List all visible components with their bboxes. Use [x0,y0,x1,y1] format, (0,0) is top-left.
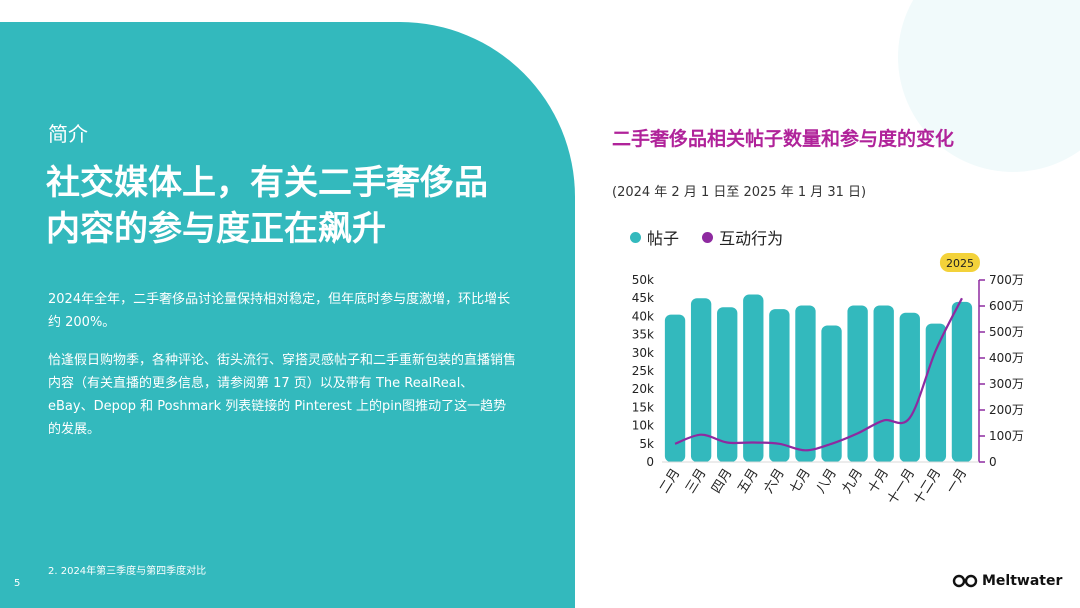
y-right-tick-label: 700万 [989,273,1024,287]
bar [899,312,920,462]
y-left-tick-label: 0 [646,455,654,469]
y-left-tick-label: 15k [632,400,654,414]
legend-label-engagement: 互动行为 [719,229,784,248]
logo-text: Meltwater [982,573,1063,589]
headline: 社交媒体上，有关二手奢侈品 内容的参与度正在飙升 [46,160,488,252]
y-right-tick-label: 600万 [989,299,1024,313]
chart-subtitle: (2024 年 2 月 1 日至 2025 年 1 月 31 日) [612,185,867,200]
y-left-tick-label: 35k [632,328,654,342]
y-right-tick-label: 200万 [989,403,1024,417]
bar [925,323,947,462]
y-left-tick-label: 45k [632,291,654,305]
x-tick-label: 七月 [787,466,814,496]
x-tick-label: 一月 [944,466,971,496]
chart-legend: 帖子 互动行为 [630,225,801,249]
body-paragraph-1: 2024年全年，二手奢侈品讨论量保持相对稳定，但年底时参与度激增，环比增长约 2… [48,292,511,330]
y-left-tick-label: 5k [639,437,654,451]
bar [664,314,686,462]
y-left-tick-label: 20k [632,382,654,396]
x-tick-label: 二月 [657,466,684,496]
legend-marker-posts [630,231,641,243]
x-tick-label: 六月 [761,466,788,496]
y-left-tick-label: 40k [632,309,654,323]
bar [717,307,738,462]
bar [873,305,894,462]
y-right-tick-label: 100万 [989,429,1024,443]
bar [795,305,816,462]
bar [951,301,973,462]
x-tick-label: 五月 [735,466,762,496]
legend-label-posts: 帖子 [647,229,680,248]
bar [769,309,790,462]
x-tick-label: 十二月 [911,466,944,507]
y-left-tick-label: 50k [632,273,654,287]
headline-line-2: 内容的参与度正在飙升 [46,209,386,249]
chart-title: 二手奢侈品相关帖子数量和参与度的变化 [612,128,955,150]
legend-marker-engagement [702,231,714,243]
intro-panel [0,22,575,608]
legend-item-posts: 帖子 [630,225,679,249]
x-tick-label: 十月 [866,466,893,496]
bar [821,325,842,462]
x-tick-label: 八月 [813,466,840,496]
y-left-tick-label: 30k [632,346,654,360]
y-left-tick-label: 25k [632,364,654,378]
page-number: 5 [14,578,21,589]
combo-chart: 0 5k 10k 15k 20k 25k 30k 35k 40k 45k 50k 0 100万 200万 3… [632,253,1024,507]
engagement-line [674,297,963,452]
bar [690,298,712,462]
x-tick-label: 四月 [709,466,736,496]
section-label: 简介 [48,122,88,146]
meltwater-logo-icon [952,574,978,588]
meltwater-logo: Meltwater [952,573,1062,589]
headline-line-1: 社交媒体上，有关二手奢侈品 [46,163,488,203]
y-right-tick-label: 0 [989,455,997,469]
y-right-tick-label: 500万 [989,325,1024,339]
annotation-badge [939,253,980,272]
y-left-tick-label: 10k [632,419,654,433]
legend-item-engagement: 互动行为 [702,225,783,249]
x-tick-label: 九月 [840,466,867,496]
body-paragraph-2: 恰逢假日购物季，各种评论、街头流行、穿搭灵感帖子和二手重新包装的直播销售内容（有… [48,353,517,437]
bar [847,305,868,462]
annotation-label: 2025 [946,257,974,270]
y-right-tick-label: 400万 [989,351,1024,365]
footnote: 2. 2024年第三季度与第四季度对比 [48,566,207,577]
bar [743,294,764,462]
y-right-tick-label: 300万 [989,377,1024,391]
x-tick-label: 三月 [683,466,710,496]
